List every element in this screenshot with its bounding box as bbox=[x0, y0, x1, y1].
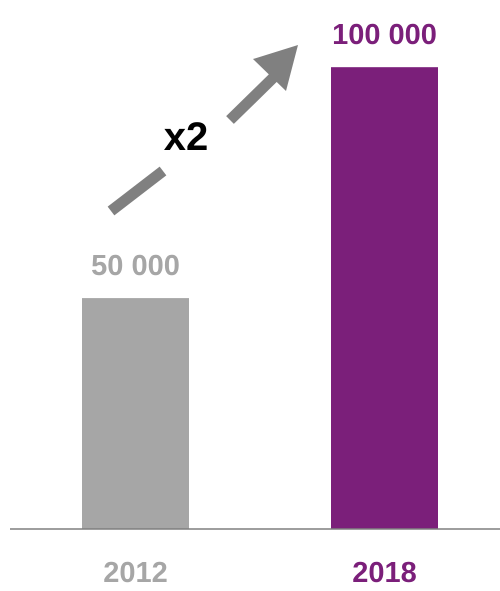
labels-layer: 50 000 2012 100 000 2018 bbox=[91, 19, 437, 589]
arrow-head-shaft bbox=[226, 71, 280, 124]
category-label-2018: 2018 bbox=[352, 557, 417, 586]
arrow-tail-segment bbox=[107, 166, 167, 216]
value-label-2018: 100 000 bbox=[332, 19, 437, 51]
multiplier-annotation: x2 bbox=[164, 115, 209, 159]
arrow-head bbox=[253, 45, 298, 91]
bar-2012 bbox=[82, 298, 189, 529]
category-label-2012: 2012 bbox=[103, 557, 168, 586]
bars-layer bbox=[82, 67, 438, 529]
growth-arrow bbox=[107, 45, 298, 216]
bar-2018 bbox=[331, 67, 438, 529]
value-label-2012: 50 000 bbox=[91, 250, 180, 282]
